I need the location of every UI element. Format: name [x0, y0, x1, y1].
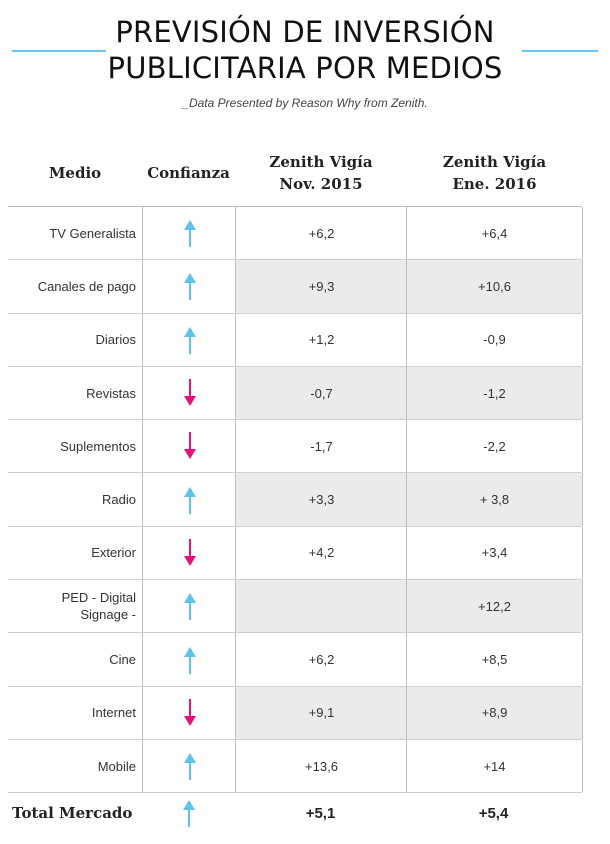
value-nov-2015	[235, 580, 407, 633]
total-label: Total Mercado	[12, 804, 133, 822]
decorative-line-right	[522, 50, 598, 52]
table-row: Suplementos -1,7 -2,2	[8, 420, 583, 474]
medio-label: Canales de pago	[37, 278, 136, 294]
trend-cell	[142, 313, 236, 366]
arrow-up-icon	[183, 326, 196, 354]
value-ene-2016: +14	[406, 739, 583, 793]
medio-label: Suplementos	[60, 438, 136, 454]
medio-label: Mobile	[97, 758, 136, 774]
arrow-down-icon	[183, 432, 196, 460]
value-ene-2016: -2,2	[406, 420, 583, 473]
value-nov-2015: +6,2	[235, 633, 407, 686]
value-nov-2015: -1,7	[235, 420, 407, 473]
table-body: TV Generalista +6,2 +6,4 Canales de pago…	[8, 206, 583, 794]
value-nov-2015: +4,2	[235, 526, 407, 580]
trend-cell	[142, 260, 236, 313]
medio-label: Internet	[91, 705, 136, 721]
table-header: Medio Confianza Zenith Vigía Nov. 2015 Ze…	[8, 140, 602, 206]
value-nov-2015: +13,6	[235, 739, 407, 793]
header-zenith-nov-2015: Zenith Vigía Nov. 2015	[269, 153, 373, 193]
table-row: Internet +9,1 +8,9	[8, 686, 583, 740]
page-title-line-2: PUBLICITARIA POR MEDIOS	[107, 51, 503, 85]
medio-label: Radio	[102, 492, 136, 508]
value-ene-2016: -0,9	[406, 313, 583, 366]
header-confianza: Confianza	[147, 164, 230, 182]
arrow-down-icon	[183, 698, 196, 726]
value-ene-2016: + 3,8	[406, 473, 583, 526]
medio-label: Diarios	[95, 332, 136, 348]
trend-cell	[142, 633, 236, 686]
table-row: Canales de pago +9,3 +10,6	[8, 260, 583, 314]
table-row: Revistas -0,7 -1,2	[8, 366, 583, 421]
medio-label: Cine	[109, 652, 136, 668]
value-nov-2015: -0,7	[235, 366, 407, 420]
medio-label: TV Generalista	[49, 225, 136, 241]
trend-cell	[142, 739, 236, 793]
subtitle: _Data Presented by Reason Why from Zenit…	[182, 96, 428, 110]
value-ene-2016: +6,4	[406, 207, 583, 260]
trend-cell	[142, 473, 236, 526]
value-nov-2015: +1,2	[235, 313, 407, 366]
arrow-up-icon	[183, 220, 196, 248]
table-row: Radio +3,3 + 3,8	[8, 473, 583, 527]
value-ene-2016: +12,2	[406, 580, 583, 633]
trend-cell	[142, 686, 236, 739]
title-block: PREVISIÓN DE INVERSIÓN PUBLICITARIA POR …	[0, 14, 610, 86]
value-nov-2015: +3,3	[235, 473, 407, 526]
value-ene-2016: +8,5	[406, 633, 583, 686]
medio-label: Exterior	[91, 545, 136, 561]
table-row: Cine +6,2 +8,5	[8, 633, 583, 687]
arrow-up-icon	[183, 646, 196, 674]
trend-cell	[142, 366, 236, 420]
value-nov-2015: +9,1	[235, 686, 407, 739]
arrow-up-icon	[183, 753, 196, 781]
value-ene-2016: +10,6	[406, 260, 583, 313]
total-row: Total Mercado +5,1 +5,4	[0, 785, 594, 841]
arrow-down-icon	[183, 538, 196, 566]
arrow-up-icon	[183, 486, 196, 514]
arrow-down-icon	[183, 379, 196, 407]
arrow-up-icon	[182, 800, 195, 827]
header-medio: Medio	[48, 164, 102, 182]
trend-cell	[142, 580, 236, 633]
value-nov-2015: +9,3	[235, 260, 407, 313]
header-zenith-ene-2016: Zenith Vigía Ene. 2016	[442, 153, 547, 193]
table-row: Exterior +4,2 +3,4	[8, 526, 583, 581]
page-title-line-1: PREVISIÓN DE INVERSIÓN	[115, 15, 495, 49]
trend-cell	[142, 207, 236, 260]
table-row: PED - Digital Signage - +12,2	[8, 580, 583, 634]
medio-label: Revistas	[86, 385, 136, 401]
trend-cell	[142, 420, 236, 473]
arrow-up-icon	[183, 593, 196, 621]
table-row: Mobile +13,6 +14	[8, 739, 583, 794]
forecast-table: Medio Confianza Zenith Vigía Nov. 2015 Ze…	[8, 140, 602, 794]
table-row: TV Generalista +6,2 +6,4	[8, 207, 583, 261]
medio-label: PED - Digital Signage -	[61, 590, 136, 623]
table-row: Diarios +1,2 -0,9	[8, 313, 583, 367]
value-ene-2016: +8,9	[406, 686, 583, 739]
value-ene-2016: +3,4	[406, 526, 583, 580]
total-value-nov-2015: +5,1	[305, 804, 336, 822]
total-value-ene-2016: +5,4	[478, 804, 509, 822]
arrow-up-icon	[183, 273, 196, 301]
trend-cell	[142, 785, 235, 841]
trend-cell	[142, 526, 236, 580]
value-nov-2015: +6,2	[235, 207, 407, 260]
value-ene-2016: -1,2	[406, 366, 583, 420]
decorative-line-left	[12, 50, 106, 52]
